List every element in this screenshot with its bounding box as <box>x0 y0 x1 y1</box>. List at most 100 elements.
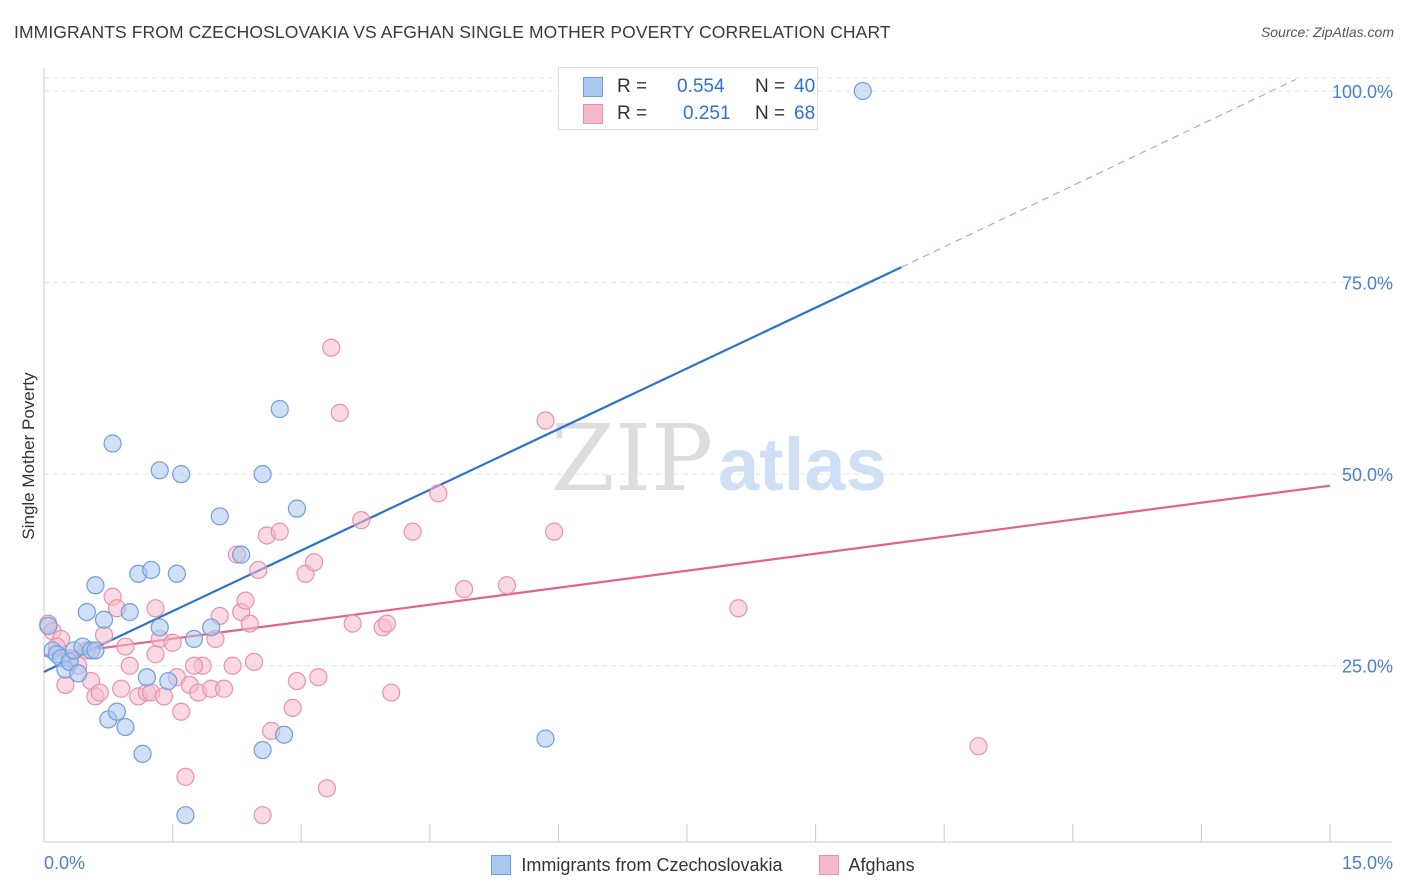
legend-item-czechoslovakia[interactable]: Immigrants from Czechoslovakia <box>491 854 783 876</box>
pink-point <box>317 779 337 798</box>
pink-point <box>497 576 517 595</box>
blue-point <box>133 744 152 763</box>
series-legend: Immigrants from Czechoslovakia Afghans <box>0 852 1406 878</box>
pink-point <box>352 511 371 530</box>
pink-point <box>236 591 255 610</box>
watermark-atlas: atlas <box>718 423 887 506</box>
pink-point <box>382 683 401 702</box>
pink-point <box>377 614 397 633</box>
pink-point <box>283 698 302 717</box>
x-tick-label-end: 15.0% <box>1342 853 1393 873</box>
stats-legend: R = 0.554 N = 40 R = 0.251 N = 68 <box>558 67 818 130</box>
pink-point <box>94 625 114 645</box>
pink-point <box>969 737 988 756</box>
blue-point <box>253 740 272 760</box>
y-tick-label: 100.0% <box>1332 82 1393 102</box>
pink-point <box>90 683 109 702</box>
pink-point <box>429 484 448 503</box>
blue-point <box>274 725 294 744</box>
blue-point <box>120 602 139 622</box>
pink-point <box>270 522 289 541</box>
blue-point <box>167 564 186 583</box>
n-value: 68 <box>794 103 816 124</box>
r-value: 0.251 <box>683 103 731 124</box>
pink-point <box>116 637 135 656</box>
pink-point <box>249 560 268 580</box>
blue-swatch <box>491 855 512 875</box>
y-axis-label: Single Mother Poverty <box>19 372 38 540</box>
pink-point <box>120 656 139 675</box>
blue-point <box>77 602 96 622</box>
watermark-zip: ZIP <box>551 405 713 512</box>
trend-lines <box>43 78 1331 673</box>
chart-title: IMMIGRANTS FROM CZECHOSLOVAKIA VS AFGHAN… <box>14 22 891 42</box>
y-tick-label: 75.0% <box>1342 274 1393 294</box>
pink-point <box>184 656 204 675</box>
blue-point <box>94 610 114 629</box>
blue-point <box>172 465 191 484</box>
blue-point <box>86 641 105 660</box>
x-tick-label-start: 0.0% <box>44 853 85 873</box>
blue-point <box>287 499 307 518</box>
legend-label: Immigrants from Czechoslovakia <box>521 854 783 875</box>
n-value: 40 <box>794 76 816 97</box>
blue-point <box>159 671 178 691</box>
legend-item-afghans[interactable]: Afghans <box>818 855 915 876</box>
pink-point <box>454 580 474 599</box>
axes <box>43 68 1392 843</box>
r-label: R = <box>617 103 648 124</box>
pink-point <box>287 671 307 691</box>
blue-point <box>69 664 88 683</box>
r-label: R = <box>617 76 648 97</box>
pink-point <box>146 599 165 618</box>
blue-point <box>142 560 161 580</box>
blue-trend-extension <box>901 78 1296 268</box>
n-label: N = <box>755 76 786 97</box>
r-value: 0.554 <box>677 76 725 97</box>
blue-point <box>232 545 251 564</box>
blue-point <box>116 717 135 737</box>
pink-point <box>343 614 362 633</box>
pink-point <box>214 679 234 698</box>
blue-point <box>253 465 272 484</box>
pink-point <box>112 679 131 698</box>
pink-point <box>729 599 748 618</box>
blue-point <box>853 81 872 101</box>
blue-point <box>150 461 169 480</box>
pink-point <box>309 668 328 687</box>
blue-point <box>210 507 229 526</box>
data-points <box>39 81 988 825</box>
pink-point <box>240 614 259 633</box>
pink-point <box>223 656 242 675</box>
source-label: Source: ZipAtlas.com <box>1260 24 1394 40</box>
pink-trend-line <box>43 484 1331 657</box>
pink-point <box>253 806 272 825</box>
watermark: ZIP atlas <box>551 405 887 512</box>
blue-point <box>202 618 221 637</box>
pink-point <box>172 702 191 721</box>
pink-swatch <box>583 104 603 124</box>
pink-point <box>176 767 195 786</box>
pink-point <box>304 553 324 572</box>
y-tick-label: 25.0% <box>1342 657 1393 677</box>
blue-point <box>137 668 156 687</box>
pink-point <box>244 652 264 672</box>
blue-point <box>150 618 169 637</box>
pink-point <box>536 411 555 430</box>
blue-point <box>176 806 195 825</box>
pink-point <box>403 522 422 541</box>
blue-point <box>184 629 204 649</box>
blue-trend-line <box>43 266 902 673</box>
pink-point <box>322 338 341 357</box>
pink-swatch <box>818 855 839 875</box>
blue-point <box>39 616 58 635</box>
pink-point <box>154 687 174 706</box>
blue-swatch <box>583 77 603 97</box>
blue-point <box>107 702 126 721</box>
pink-point <box>545 522 564 541</box>
pink-point <box>146 645 165 664</box>
blue-point <box>86 576 105 595</box>
y-tick-label: 50.0% <box>1342 465 1393 485</box>
pink-point <box>163 633 182 652</box>
